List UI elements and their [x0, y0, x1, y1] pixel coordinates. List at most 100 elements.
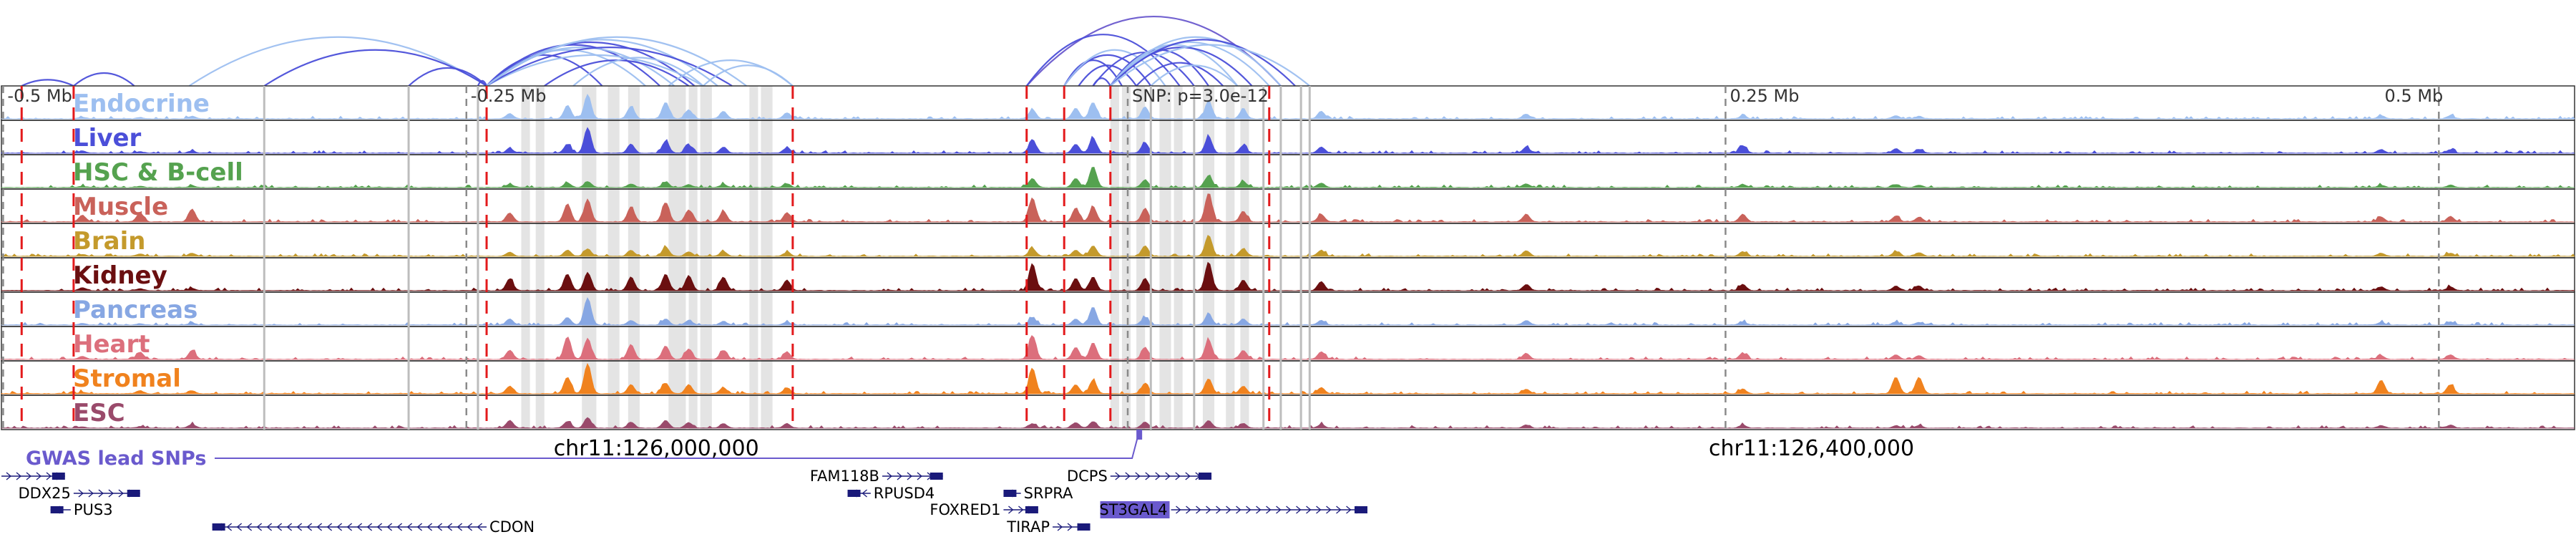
strand-arrow [1125, 472, 1131, 480]
loop-arc-4 [408, 67, 487, 87]
gene-fam118b: FAM118B [810, 468, 943, 485]
gene-exon [1025, 506, 1038, 513]
track-frame-3 [1, 188, 2575, 224]
gene-st3gal4: ST3GAL4 [1099, 501, 1367, 518]
loop-arc-16 [572, 57, 704, 87]
loop-arc-2 [188, 36, 487, 87]
track-frame-1 [1, 120, 2575, 155]
gene-exon [212, 523, 225, 531]
axis-label-3: 0.25 Mb [1729, 86, 1799, 106]
loop-arc-5 [477, 79, 488, 87]
strand-arrow [426, 523, 433, 531]
gene-dcps: DCPS [1067, 468, 1212, 485]
loop-arc-18 [702, 64, 794, 87]
loop-arc-11 [486, 54, 704, 87]
track-label-6: Pancreas [73, 296, 197, 324]
strand-arrow [1206, 505, 1211, 514]
gene-exon [127, 490, 140, 497]
gene-label: CDON [489, 518, 535, 536]
gene-exon [930, 473, 943, 480]
strand-arrow [862, 489, 867, 498]
track-frame-9 [1, 395, 2575, 430]
axis-label-1: -0.25 Mb [471, 86, 547, 106]
strand-arrow [1115, 472, 1121, 480]
strand-arrow [897, 472, 902, 480]
track-frame-8 [1, 360, 2575, 396]
coordinate-label-1: chr11:126,400,000 [1709, 436, 1914, 461]
strand-arrow [246, 523, 253, 531]
gene-foxred1: FOXRED1 [930, 501, 1038, 518]
strand-arrow [1326, 505, 1332, 514]
loop-arc-24 [1078, 64, 1138, 87]
axis-label-2: SNP: p=3.0e-12 [1132, 86, 1269, 106]
loop-arc-32 [1110, 39, 1296, 87]
strand-arrow [447, 523, 453, 531]
gene-exon [1077, 523, 1091, 531]
strand-arrow [1175, 472, 1181, 480]
track-frame-0 [1, 85, 2575, 121]
gene-exon [1199, 473, 1212, 480]
loop-arc-8 [486, 44, 660, 87]
track-frame-2 [1, 154, 2575, 190]
loop-arc-31 [1109, 36, 1282, 87]
loop-arc-13 [486, 47, 733, 87]
strand-arrow [887, 472, 892, 480]
strand-arrow [1165, 472, 1171, 480]
strand-arrow [366, 523, 373, 531]
loop-arc-19 [1025, 15, 1282, 87]
strand-arrow [1185, 472, 1191, 480]
track-label-8: Stromal [73, 364, 181, 393]
strand-arrow [1236, 505, 1241, 514]
strand-arrow [1266, 505, 1272, 514]
strand-arrow [1057, 523, 1063, 531]
signal-3 [1, 193, 2575, 223]
loop-arc-30 [1109, 41, 1270, 87]
strand-arrow [1145, 472, 1151, 480]
track-label-1: Liver [73, 124, 142, 153]
strand-arrow [1316, 505, 1322, 514]
gene-srpra: SRPRA [1003, 485, 1073, 502]
strand-arrow [1346, 505, 1352, 514]
strand-arrow [1276, 505, 1282, 514]
loop-arc-25 [1092, 52, 1195, 87]
strand-arrow [1018, 505, 1024, 514]
strand-arrow [326, 523, 333, 531]
gene-label: FAM118B [810, 468, 879, 485]
gwas-snp-marker [1136, 430, 1143, 440]
strand-arrow [1246, 505, 1252, 514]
strand-arrow [1296, 505, 1302, 514]
strand-arrow [467, 523, 473, 531]
gene-label: PUS3 [74, 501, 113, 518]
loop-arc-33 [1110, 44, 1310, 87]
loop-arc-20 [1025, 34, 1181, 87]
strand-arrow [1226, 505, 1231, 514]
loop-arc-26 [1092, 77, 1111, 87]
signal-6 [1, 297, 2575, 326]
strand-arrow [98, 489, 104, 498]
axis-label-0: -0.5 Mb [7, 86, 72, 106]
strand-arrow [396, 523, 403, 531]
loop-arc-23 [1063, 49, 1166, 87]
strand-arrow [1306, 505, 1312, 514]
strand-arrow [1216, 505, 1221, 514]
strand-arrow [236, 523, 243, 531]
signal-8 [1, 363, 2575, 395]
gwas-connector [215, 430, 1141, 459]
strand-arrow [336, 523, 343, 531]
track-label-4: Brain [73, 227, 146, 256]
loop-arc-0 [21, 79, 74, 87]
strand-arrow [386, 523, 393, 531]
track-label-5: Kidney [73, 261, 167, 290]
vertical-markers [20, 86, 1311, 430]
strand-arrow [1008, 505, 1014, 514]
strand-arrow [256, 523, 263, 531]
strand-arrow [356, 523, 363, 531]
gene-rpusd4: RPUSD4 [847, 485, 935, 502]
strand-arrow [346, 523, 353, 531]
signal-4 [1, 234, 2575, 257]
gwas-track-label: GWAS lead SNPs [26, 448, 206, 470]
strand-arrow [6, 472, 12, 480]
signal-7 [1, 334, 2575, 360]
strand-arrow [477, 523, 483, 531]
